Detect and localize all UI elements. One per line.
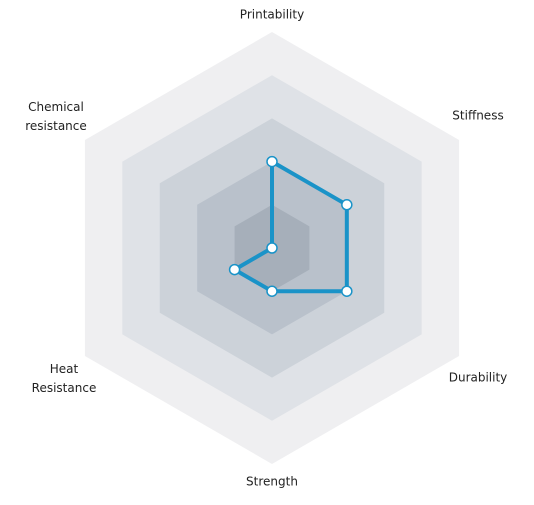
axis-label: resistance: [25, 119, 87, 133]
axis-label: Resistance: [32, 381, 97, 395]
data-point: [266, 285, 278, 297]
data-point: [341, 285, 353, 297]
axis-label: Heat: [50, 362, 79, 376]
axis-label: Printability: [240, 8, 304, 22]
data-point: [266, 242, 278, 254]
data-point: [266, 155, 278, 168]
data-point: [228, 263, 241, 276]
axis-label: Strength: [246, 475, 298, 489]
axis-label: Durability: [449, 371, 508, 385]
axis-label: Stiffness: [452, 109, 503, 123]
axis-label: Chemical: [28, 100, 84, 114]
data-point: [341, 199, 353, 211]
